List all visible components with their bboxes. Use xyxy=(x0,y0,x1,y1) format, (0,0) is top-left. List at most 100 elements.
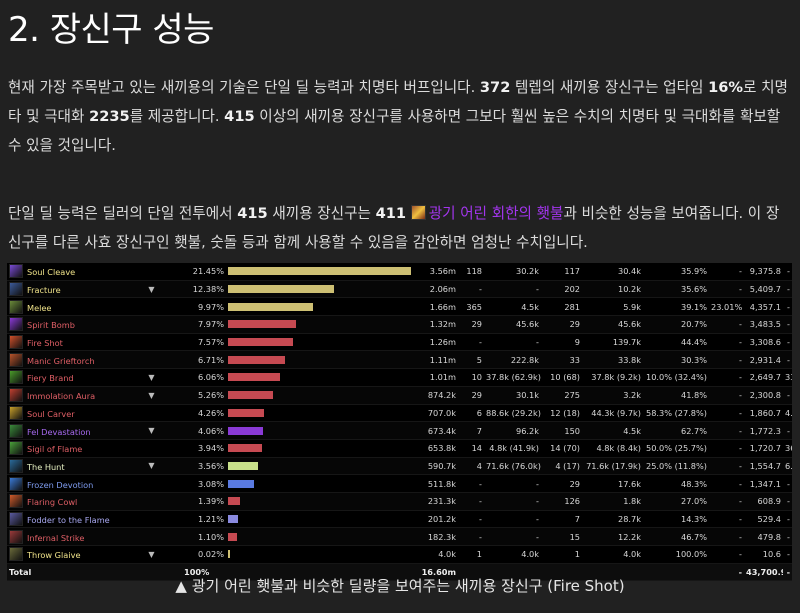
ability-row[interactable]: Melee 9.97% 1.66m 365 4.5k 281 5.9k 39.1% 23.01%… xyxy=(7,297,792,317)
stat-c4: 37.8k (9.2k) xyxy=(582,368,643,387)
ability-row[interactable]: Fracture ▼ 12.38% 2.06m - -202 10.2k 35.6% -5,40… xyxy=(7,280,792,299)
ability-name[interactable]: Fodder to the Flame xyxy=(27,514,110,525)
stat-c7: - xyxy=(709,545,744,564)
ability-name[interactable]: Sigil of Flame xyxy=(27,444,83,455)
spacer xyxy=(158,510,182,529)
damage-bar xyxy=(228,355,285,364)
ability-row[interactable]: Flaring Cowl 1.39% 231.3k - -126 1.8k 27.0% -60… xyxy=(7,492,792,511)
stat-c5: 100.0% xyxy=(643,545,709,564)
bold-itemlevel: 415 xyxy=(237,205,268,222)
damage-bar-cell xyxy=(226,510,416,529)
ability-name[interactable]: Immolation Aura xyxy=(27,391,96,402)
grieftorch-link[interactable]: 광기 어린 회한의 횃불 xyxy=(428,205,564,222)
expand-caret-icon[interactable]: ▼ xyxy=(145,280,158,299)
ability-row[interactable]: Fel Devastation ▼ 4.06% 673.4k 7 96.2k 150 4.5k… xyxy=(7,421,792,440)
ability-row[interactable]: Spirit Bomb 7.97% 1.32m 29 45.6k 29 45.6k 20.7%… xyxy=(7,315,792,334)
ability-row[interactable]: Infernal Strike 1.10% 182.3k - -15 12.2k 46.7%… xyxy=(7,527,792,546)
stat-c2: 88.6k (29.2k) xyxy=(484,404,541,423)
ability-row[interactable]: Sigil of Flame 3.94% 653.8k 14 4.8k (41.9k) 1… xyxy=(7,439,792,458)
ability-row[interactable]: Frozen Devotion 3.08% 511.8k - -29 17.6k 48.3%… xyxy=(7,474,792,493)
ability-name[interactable]: Spirit Bomb xyxy=(27,320,75,331)
damage-bar xyxy=(228,267,411,276)
ability-row[interactable]: Throw Glaive ▼ 0.02% 4.0k 1 4.0k 1 4.0k 100.0% -1… xyxy=(7,545,792,564)
ability-name[interactable]: The Hunt xyxy=(27,461,65,472)
ability-cell: Flaring Cowl xyxy=(7,492,145,511)
ability-name[interactable]: Fiery Brand xyxy=(27,373,74,384)
damage-percent: 3.56% xyxy=(182,457,226,476)
ability-name[interactable]: Flaring Cowl xyxy=(27,497,78,508)
expand-caret-icon xyxy=(145,333,158,352)
ability-name[interactable]: Frozen Devotion xyxy=(27,479,94,490)
ability-row[interactable]: Immolation Aura ▼ 5.26% 874.2k 29 30.1k 275 3.2… xyxy=(7,386,792,405)
damage-percent: 1.21% xyxy=(182,510,226,529)
ability-name[interactable]: Fel Devastation xyxy=(27,426,91,437)
ability-row[interactable]: Soul Carver 4.26% 707.0k 6 88.6k (29.2k) 12 (… xyxy=(7,404,792,423)
ability-name[interactable]: Soul Cleave xyxy=(27,267,76,278)
expand-caret-icon xyxy=(145,527,158,546)
stat-c7: - xyxy=(709,421,744,440)
expand-caret-icon[interactable]: ▼ xyxy=(145,386,158,405)
stat-c6: - xyxy=(783,297,792,317)
ability-cell: Frozen Devotion xyxy=(7,474,145,493)
ability-name[interactable]: Throw Glaive xyxy=(27,550,81,561)
text: 과 비슷한 성능을 보여줍니다. 이 장신구를 다른 사효 장신구인 횃불, 숫… xyxy=(8,205,780,251)
stat-c2: - xyxy=(484,333,541,352)
stat-c7: - xyxy=(709,510,744,529)
ability-row[interactable]: Fiery Brand ▼ 6.06% 1.01m 10 37.8k (62.9k) 10 … xyxy=(7,368,792,387)
ability-icon xyxy=(9,547,23,562)
stat-c1: 29 xyxy=(458,315,484,334)
expand-caret-icon[interactable]: ▼ xyxy=(145,421,158,440)
damage-bar xyxy=(228,550,230,559)
stat-c3: 33 xyxy=(541,350,582,370)
damage-bar xyxy=(228,497,240,506)
ability-icon xyxy=(9,529,23,544)
stat-c7: - xyxy=(709,404,744,423)
ability-row[interactable]: Fire Shot 7.57% 1.26m - -9 139.7k 44.4% -3,308.… xyxy=(7,333,792,352)
section-heading: 2. 장신구 성능 xyxy=(8,10,214,50)
stat-c4: 17.6k xyxy=(582,474,643,493)
dps-value: 5,409.7 xyxy=(744,280,783,299)
ability-row[interactable]: Manic Grieftorch 6.71% 1.11m 5 222.8k 33 33.8k… xyxy=(7,350,792,370)
damage-amount: 1.01m xyxy=(416,368,458,387)
damage-bar-cell xyxy=(226,386,416,405)
ability-name[interactable]: Infernal Strike xyxy=(27,532,85,543)
expand-caret-icon[interactable]: ▼ xyxy=(145,368,158,387)
ability-icon xyxy=(9,458,23,473)
stat-c7: - xyxy=(709,263,744,281)
total-amount: 16.60m xyxy=(416,563,458,582)
ability-cell: Soul Cleave xyxy=(7,263,145,281)
ability-name[interactable]: Fracture xyxy=(27,285,61,296)
ability-cell: Fodder to the Flame xyxy=(7,510,145,529)
stat-c3: 150 xyxy=(541,421,582,440)
damage-amount: 2.06m xyxy=(416,280,458,299)
ability-row[interactable]: The Hunt ▼ 3.56% 590.7k 4 71.6k (76.0k) 4 (17)… xyxy=(7,457,792,476)
expand-caret-icon[interactable]: ▼ xyxy=(145,545,158,564)
stat-c1: 14 xyxy=(458,439,484,458)
stat-c1: - xyxy=(458,474,484,493)
dps-value: 3,308.6 xyxy=(744,333,783,352)
dps-value: 4,357.1 xyxy=(744,297,783,317)
stat-c2: 71.6k (76.0k) xyxy=(484,457,541,476)
stat-c3: 275 xyxy=(541,386,582,405)
bold-itemlevel-2: 411 xyxy=(375,205,407,222)
damage-amount: 182.3k xyxy=(416,527,458,546)
text: 이상의 새끼용 장신구를 사용하면 그보다 훨씬 높은 수치의 치명타 및 극대… xyxy=(8,108,781,154)
stat-c1: 6 xyxy=(458,404,484,423)
ability-row[interactable]: Fodder to the Flame 1.21% 201.2k - -7 28.7k 14… xyxy=(7,510,792,529)
expand-caret-icon[interactable]: ▼ xyxy=(145,457,158,476)
stat-c6: 33.12% xyxy=(783,368,792,387)
ability-name[interactable]: Soul Carver xyxy=(27,408,75,419)
stat-c6: 36.86% xyxy=(783,439,792,458)
stat-c3: 15 xyxy=(541,527,582,546)
stat-c4: 139.7k xyxy=(582,333,643,352)
ability-row[interactable]: Soul Cleave 21.45% 3.56m 118 30.2k 117 30.4k 35… xyxy=(7,263,792,281)
ability-name[interactable]: Melee xyxy=(27,302,52,313)
damage-amount: 3.56m xyxy=(416,263,458,281)
damage-bar-cell xyxy=(226,297,416,317)
damage-bar xyxy=(228,338,293,347)
stat-c3: 7 xyxy=(541,510,582,529)
damage-bar xyxy=(228,408,264,417)
stat-c3: 29 xyxy=(541,315,582,334)
ability-name[interactable]: Fire Shot xyxy=(27,338,63,349)
ability-name[interactable]: Manic Grieftorch xyxy=(27,355,95,366)
